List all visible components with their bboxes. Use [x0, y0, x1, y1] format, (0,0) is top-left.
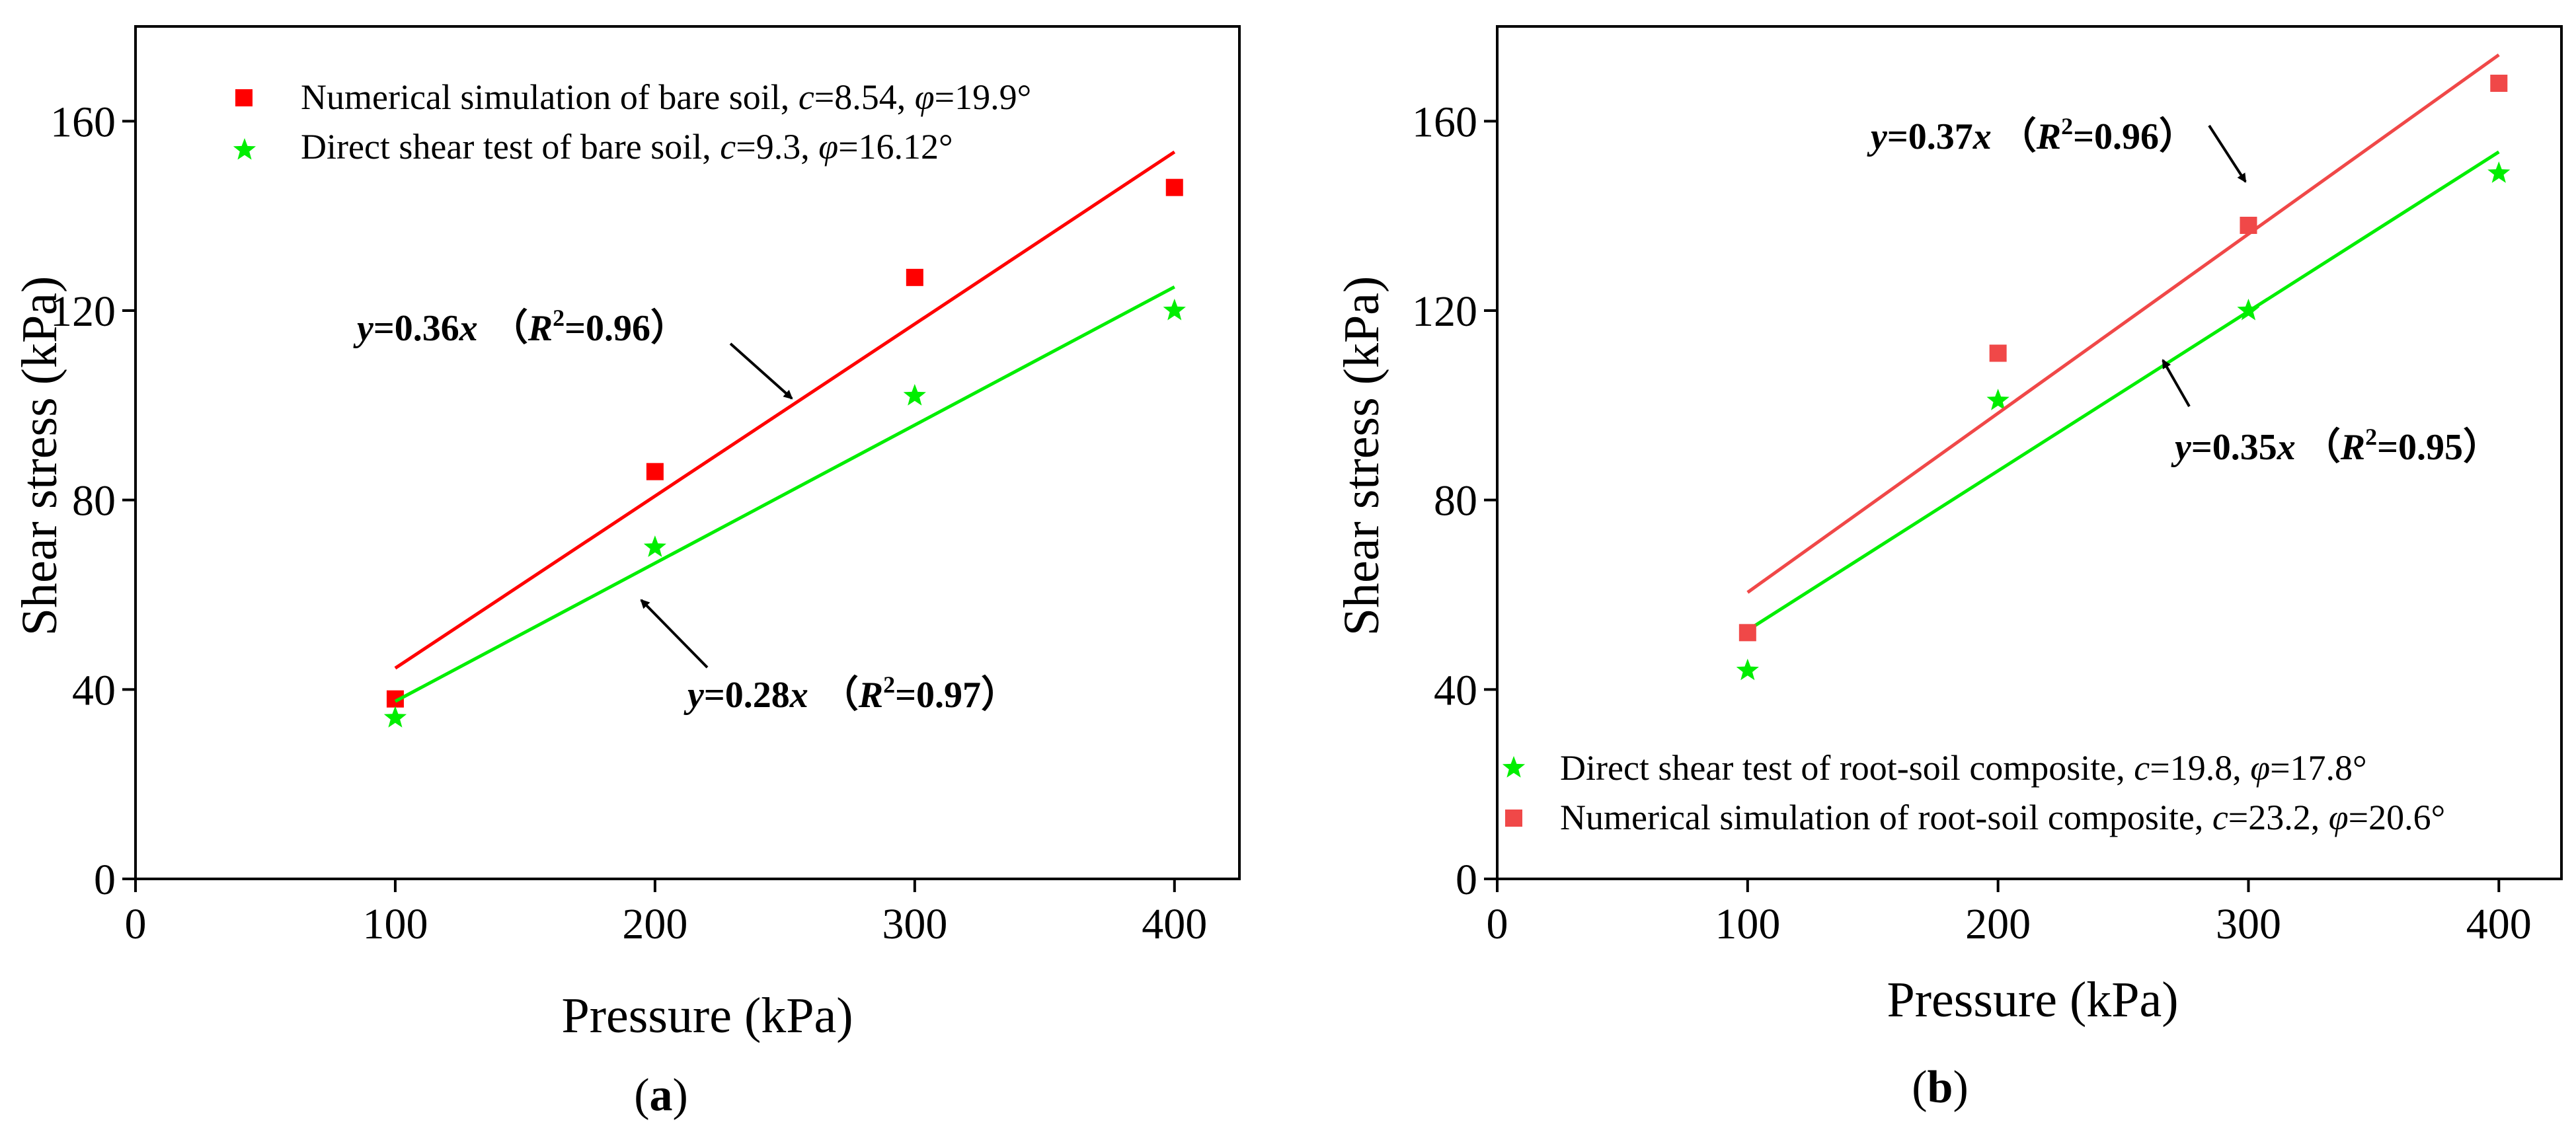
y-axis-label: Shear stress (kPa)	[12, 276, 67, 636]
plot-frame	[1496, 25, 2563, 880]
x-tick-label: 200	[622, 900, 687, 948]
legend-item: Numerical simulation of root-soil compos…	[1505, 798, 2445, 837]
legend-marker-star	[233, 138, 256, 160]
fit-equation-annotation: y=0.35x （R2=0.95）	[2162, 359, 2500, 468]
x-tick-label: 100	[362, 900, 428, 948]
y-tick-label: 120	[1412, 287, 1477, 336]
data-point-star	[2237, 299, 2260, 321]
y-tick-label: 40	[1434, 666, 1477, 714]
y-tick-label: 80	[72, 477, 116, 525]
tick-labels: 0 100 200 300 400 0 40 80 120 160	[1412, 98, 2532, 948]
data-point-square	[2490, 75, 2508, 92]
legend-marker-square	[1505, 810, 1522, 827]
y-tick-label: 160	[1412, 98, 1477, 146]
legend-item: Numerical simulation of bare soil, c=8.5…	[235, 77, 1031, 117]
annotation-arrow	[729, 342, 793, 400]
x-tick-label: 0	[1487, 900, 1508, 948]
data-point-star	[903, 384, 926, 406]
fit-equation-annotation: y=0.36x （R2=0.96）	[353, 305, 793, 400]
data-point-star	[643, 535, 666, 557]
panel-label: (a)	[634, 1070, 688, 1121]
data-point-square	[1738, 624, 1756, 642]
x-tick-label: 300	[2216, 900, 2281, 948]
legend-label: Numerical simulation of bare soil, c=8.5…	[301, 77, 1031, 117]
fit-line-numerical-simulation-of-root-soil-composite	[1746, 53, 2500, 594]
equation-label: y=0.37x （R2=0.96）	[1867, 113, 2196, 157]
chart-a: 0 100 200 300 400 0 40 80 120 160 Numerical simul…	[12, 25, 1241, 1121]
y-tick-label: 0	[94, 856, 116, 904]
data-point-square	[2240, 217, 2257, 234]
data-point-star	[2487, 161, 2511, 183]
data-point-star	[1736, 658, 1759, 681]
legend-item: Direct shear test of root-soil composite…	[1502, 748, 2367, 788]
x-tick-label: 200	[1965, 900, 2031, 948]
annotation-arrow	[640, 599, 709, 669]
legend-marker-star	[1502, 756, 1526, 778]
fit-equation-annotation: y=0.37x （R2=0.96）	[1867, 113, 2247, 183]
plot-frame	[134, 25, 1241, 880]
x-axis-label: Pressure (kPa)	[1887, 972, 2178, 1028]
equation-label: y=0.36x （R2=0.96）	[353, 305, 687, 349]
legend-marker-square	[235, 89, 253, 106]
y-tick-label: 0	[1456, 856, 1477, 904]
data-point-square	[1989, 344, 2007, 362]
fit-line-direct-shear-test-of-bare-soil	[394, 285, 1175, 703]
x-tick-label: 400	[1142, 900, 1207, 948]
fit-line-direct-shear-test-of-root-soil-composite	[1746, 150, 2500, 632]
data-point-star	[1163, 299, 1186, 321]
chart-b: 0 100 200 300 400 0 40 80 120 160 Direct shear te…	[1334, 25, 2563, 1113]
x-tick-label: 400	[2466, 900, 2532, 948]
data-point-star	[383, 706, 407, 728]
y-tick-label: 160	[50, 98, 116, 146]
data-point-square	[1165, 178, 1183, 196]
annotation-arrow	[2162, 359, 2191, 407]
equation-label: y=0.28x （R2=0.97）	[683, 671, 1018, 716]
data-marks	[1736, 53, 2511, 681]
legend-label: Direct shear test of bare soil, c=9.3, φ…	[301, 127, 953, 167]
y-tick-label: 80	[1434, 477, 1477, 525]
y-tick-label: 40	[72, 666, 116, 714]
legend: Numerical simulation of bare soil, c=8.5…	[233, 77, 1031, 167]
equation-label: y=0.35x （R2=0.95）	[2171, 424, 2500, 468]
axis-ticks	[122, 120, 1176, 892]
data-point-square	[646, 463, 664, 480]
legend-label: Numerical simulation of root-soil compos…	[1560, 798, 2445, 837]
fit-equation-annotation: y=0.28x （R2=0.97）	[640, 599, 1018, 716]
data-point-square	[906, 268, 923, 286]
y-axis-label: Shear stress (kPa)	[1334, 276, 1389, 636]
annotation-arrow	[2208, 124, 2247, 183]
x-axis-label: Pressure (kPa)	[561, 988, 853, 1043]
x-tick-label: 300	[882, 900, 947, 948]
y-tick-label: 120	[50, 287, 116, 336]
legend-label: Direct shear test of root-soil composite…	[1560, 748, 2367, 788]
tick-labels: 0 100 200 300 400 0 40 80 120 160	[50, 98, 1207, 948]
fit-line-numerical-simulation-of-bare-soil	[394, 150, 1176, 670]
x-tick-label: 100	[1715, 900, 1780, 948]
x-tick-label: 0	[125, 900, 147, 948]
axis-ticks	[1484, 120, 2501, 892]
data-marks	[383, 150, 1186, 728]
legend: Direct shear test of root-soil composite…	[1502, 748, 2445, 837]
data-point-star	[1986, 389, 2010, 410]
legend-item: Direct shear test of bare soil, c=9.3, φ…	[233, 127, 953, 167]
panel-label: (b)	[1912, 1062, 1969, 1113]
